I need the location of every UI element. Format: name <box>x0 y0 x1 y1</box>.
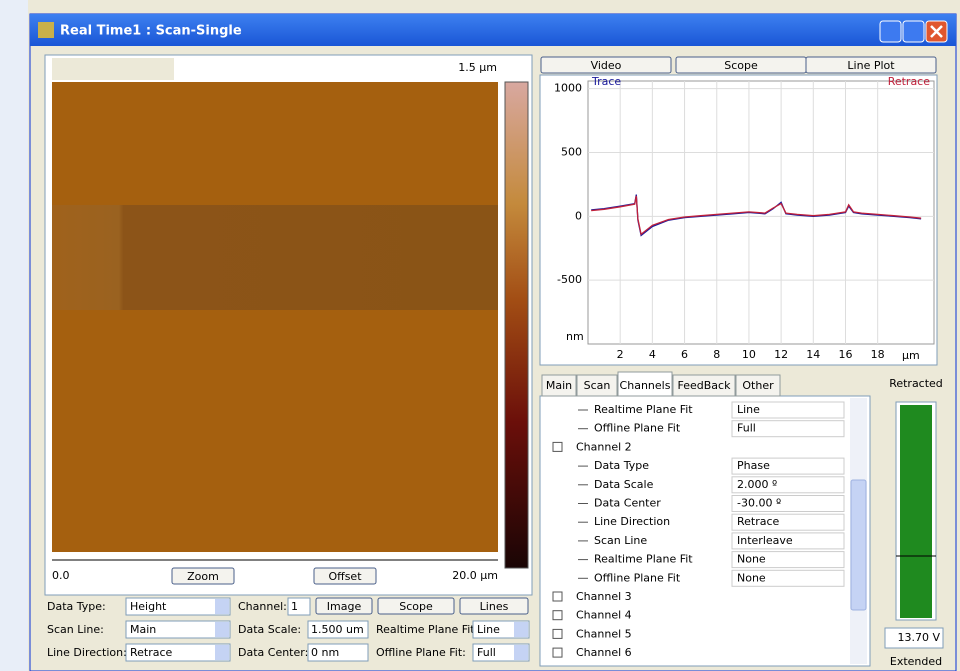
tree-label: Scan Line <box>594 534 647 547</box>
tab-label: Main <box>546 379 572 392</box>
x-tick-label: 2 <box>617 348 624 361</box>
expander[interactable] <box>553 611 562 620</box>
app-window: Real Time1 : Scan-Single 1.5 µm 0.0 20.0 µ… <box>0 0 960 671</box>
dropdown-value: Full <box>477 646 496 659</box>
tree-value: Full <box>737 422 756 435</box>
window-title: Real Time1 : Scan-Single <box>60 24 242 39</box>
tree-label: Realtime Plane Fit <box>594 403 693 416</box>
control-label: Offline Plane Fit: <box>376 646 466 659</box>
x-tick-label: 18 <box>871 348 885 361</box>
x-tick-label: 6 <box>681 348 688 361</box>
tree-group: Channel 3 <box>576 590 632 603</box>
tree-group: Channel 4 <box>576 609 632 622</box>
control-label: Line Direction: <box>47 646 127 659</box>
x-tick-label: 14 <box>806 348 820 361</box>
gauge-reading: 13.70 V <box>897 631 940 644</box>
y-axis-unit: nm <box>566 330 584 343</box>
dropdown-value: Height <box>130 600 167 613</box>
color-bar <box>505 82 528 568</box>
input-value: 0 nm <box>311 646 339 659</box>
dropdown-arrow[interactable] <box>215 599 229 614</box>
x-tick-label: 10 <box>742 348 756 361</box>
y-tick-label: 0 <box>575 209 582 222</box>
input-value: 1.500 um <box>311 623 364 636</box>
dropdown-value: Line <box>477 623 500 636</box>
dropdown-value: Retrace <box>130 646 173 659</box>
tree-label: Data Type <box>594 459 649 472</box>
tree-label: Line Direction <box>594 515 670 528</box>
control-label: Data Type: <box>47 600 106 613</box>
legend-entry: Trace <box>591 75 621 88</box>
tree-group: Channel 6 <box>576 646 632 659</box>
x-tick-label: 4 <box>649 348 656 361</box>
minimize-button[interactable] <box>880 21 901 42</box>
control-label: Channel: <box>238 600 287 613</box>
dropdown-arrow[interactable] <box>215 622 229 637</box>
afm-image <box>52 82 498 552</box>
tree-group: Channel 2 <box>576 440 632 453</box>
y-tick-label: 500 <box>561 145 582 158</box>
tree-value: None <box>737 571 766 584</box>
control-label: Scan Line: <box>47 623 104 636</box>
tree-value: Retrace <box>737 515 780 528</box>
gauge-bar <box>900 405 932 618</box>
scroll-thumb[interactable] <box>851 480 866 610</box>
tree-label: Offline Plane Fit <box>594 571 681 584</box>
y-tick-label: -500 <box>557 273 582 286</box>
x-tick-label: 16 <box>838 348 852 361</box>
y-tick-label: 1000 <box>554 82 582 95</box>
input-value: 1 <box>291 600 298 613</box>
zoom-button-label: Zoom <box>187 570 219 583</box>
tree-group: Channel 5 <box>576 627 632 640</box>
maximize-button[interactable] <box>903 21 924 42</box>
scale-max: 1.5 µm <box>458 61 497 74</box>
control-label: Data Scale: <box>238 623 301 636</box>
x-tick-label: 8 <box>713 348 720 361</box>
app-icon <box>38 22 54 38</box>
tab-label: Channels <box>620 379 671 392</box>
tree-value: Line <box>737 403 760 416</box>
tree-label: Realtime Plane Fit <box>594 553 693 566</box>
expander[interactable] <box>553 629 562 638</box>
tree-value: 2.000 º <box>737 478 777 491</box>
x-tick-label: 12 <box>774 348 788 361</box>
tab-label: Scan <box>584 379 611 392</box>
control-label: Realtime Plane Fit: <box>376 623 478 636</box>
offset-button-label: Offset <box>328 570 362 583</box>
tree-value: None <box>737 553 766 566</box>
view-button-label: Scope <box>724 59 758 72</box>
dropdown-arrow[interactable] <box>514 622 528 637</box>
tree-label: Offline Plane Fit <box>594 422 681 435</box>
tree-label: Data Center <box>594 497 661 510</box>
dropdown-arrow[interactable] <box>514 645 528 660</box>
tab-label: Other <box>742 379 774 392</box>
tree-value: Interleave <box>737 534 793 547</box>
scope-button-label: Scope <box>399 600 433 613</box>
legend-entry: Retrace <box>888 75 931 88</box>
image-button-label: Image <box>327 600 362 613</box>
tree-value: -30.00 º <box>737 497 781 510</box>
x-start: 0.0 <box>52 569 70 582</box>
tree-value: Phase <box>737 459 770 472</box>
image-toolbar <box>52 58 174 80</box>
expander[interactable] <box>553 648 562 657</box>
expander[interactable] <box>553 442 562 451</box>
dropdown-arrow[interactable] <box>215 645 229 660</box>
view-button-label: Video <box>591 59 622 72</box>
lines-button-label: Lines <box>480 600 509 613</box>
afm-stripe <box>52 205 498 310</box>
gauge-top: Retracted <box>889 377 943 390</box>
tree-label: Data Scale <box>594 478 654 491</box>
control-label: Data Center: <box>238 646 308 659</box>
expander[interactable] <box>553 592 562 601</box>
dropdown-value: Main <box>130 623 156 636</box>
view-button-label: Line Plot <box>847 59 895 72</box>
x-axis-unit: µm <box>902 349 920 362</box>
gauge-bottom: Extended <box>890 655 942 668</box>
x-end: 20.0 µm <box>452 569 498 582</box>
side-strip <box>0 0 28 671</box>
tab-label: FeedBack <box>678 379 732 392</box>
